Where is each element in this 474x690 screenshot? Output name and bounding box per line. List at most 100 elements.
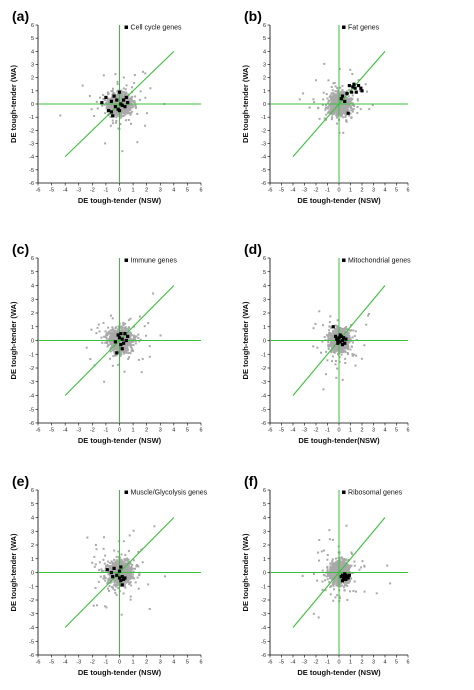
background-gene-point: [327, 79, 330, 82]
background-gene-point: [347, 333, 350, 336]
background-gene-point: [137, 333, 140, 336]
highlight-gene-point: [119, 343, 123, 347]
background-gene-point: [340, 346, 343, 349]
background-gene-point: [127, 565, 130, 568]
background-gene-point: [338, 68, 341, 71]
background-gene-point: [130, 98, 133, 101]
background-gene-point: [108, 338, 111, 341]
y-tick-label: -5: [29, 407, 34, 413]
background-gene-point: [119, 93, 122, 96]
background-gene-point: [349, 68, 352, 71]
background-gene-point: [335, 327, 338, 330]
background-gene-point: [111, 93, 114, 96]
background-gene-point: [322, 91, 325, 94]
background-gene-point: [345, 111, 348, 114]
highlight-gene-point: [351, 85, 355, 89]
background-gene-point: [126, 565, 129, 568]
panel-label: (a): [12, 8, 29, 24]
background-gene-point: [333, 351, 336, 354]
background-gene-point: [111, 563, 114, 566]
background-gene-point: [135, 565, 138, 568]
background-gene-point: [124, 119, 127, 122]
background-gene-point: [327, 110, 330, 113]
background-gene-point: [110, 586, 113, 589]
background-gene-point: [115, 108, 118, 111]
background-gene-point: [117, 561, 120, 564]
background-gene-point: [327, 344, 330, 347]
background-gene-point: [340, 90, 343, 93]
background-gene-point: [352, 108, 355, 111]
background-gene-point: [115, 555, 118, 558]
background-gene-point: [138, 574, 141, 577]
background-genes: [301, 524, 392, 619]
y-tick-label: -2: [261, 128, 266, 134]
background-gene-point: [334, 93, 337, 96]
background-gene-point: [344, 350, 347, 353]
x-tick-label: -4: [291, 188, 296, 194]
background-gene-point: [351, 94, 354, 97]
background-gene-point: [121, 345, 124, 348]
background-gene-point: [345, 103, 348, 106]
y-tick-label: 1: [31, 325, 34, 331]
highlight-gene-point: [340, 94, 345, 98]
background-gene-point: [106, 563, 109, 566]
background-gene-point: [105, 333, 108, 336]
y-tick-label: -2: [261, 366, 266, 372]
highlight-gene-point: [343, 99, 347, 103]
background-gene-point: [356, 99, 359, 102]
background-gene-point: [105, 606, 108, 609]
reference-line-diagonal: [64, 285, 175, 396]
background-gene-point: [96, 107, 99, 110]
y-tick-label: 3: [31, 297, 34, 303]
background-gene-point: [346, 332, 349, 335]
background-gene-point: [128, 574, 131, 577]
highlight-gene-point: [126, 101, 130, 105]
background-gene-point: [335, 330, 338, 333]
background-gene-point: [98, 330, 101, 333]
background-gene-point: [119, 123, 122, 126]
background-gene-point: [342, 106, 345, 109]
background-gene-point: [347, 340, 350, 343]
background-gene-point: [329, 94, 332, 97]
background-gene-point: [119, 351, 122, 354]
background-gene-point: [132, 349, 135, 352]
background-gene-point: [109, 561, 112, 564]
background-gene-point: [124, 330, 127, 333]
background-gene-point: [115, 337, 118, 340]
background-gene-point: [128, 344, 131, 347]
background-gene-point: [111, 326, 114, 329]
background-gene-point: [115, 348, 118, 351]
y-tick-label: 0: [31, 339, 34, 345]
background-gene-point: [120, 89, 123, 92]
background-gene-point: [117, 342, 120, 345]
background-gene-point: [134, 106, 137, 109]
x-tick-label: 0: [337, 428, 340, 434]
background-gene-point: [325, 373, 327, 376]
background-gene-point: [116, 114, 119, 117]
background-gene-point: [117, 587, 120, 590]
background-gene-point: [93, 114, 96, 117]
background-gene-point: [106, 345, 109, 348]
background-gene-point: [350, 99, 353, 102]
x-axis-label: DE tough-tender (NSW): [78, 196, 162, 205]
background-gene-point: [124, 111, 127, 114]
y-axis-label: DE tough-tender (WA): [9, 301, 18, 379]
background-gene-point: [113, 334, 116, 337]
background-gene-point: [337, 349, 340, 352]
background-gene-point: [114, 583, 117, 586]
background-gene-point: [107, 579, 110, 582]
y-tick-label: -5: [29, 168, 34, 174]
x-tick-label: 3: [372, 428, 375, 434]
highlight-gene-point: [109, 570, 113, 575]
background-gene-point: [331, 360, 334, 363]
background-gene-point: [116, 105, 119, 108]
background-gene-point: [126, 342, 129, 345]
background-gene-point: [110, 580, 113, 583]
scatter-panel: -6 -5 -4 -3 -2 -1 0 1 2 3 4 5 6-6-5-4-3-2-10123456(d…: [241, 241, 411, 445]
highlight-gene-point: [336, 341, 340, 345]
background-gene-point: [148, 355, 151, 358]
highlight-gene-point: [120, 103, 124, 107]
x-tick-label: -6: [36, 188, 41, 194]
background-gene-point: [81, 84, 84, 87]
y-tick-label: 4: [31, 49, 34, 55]
